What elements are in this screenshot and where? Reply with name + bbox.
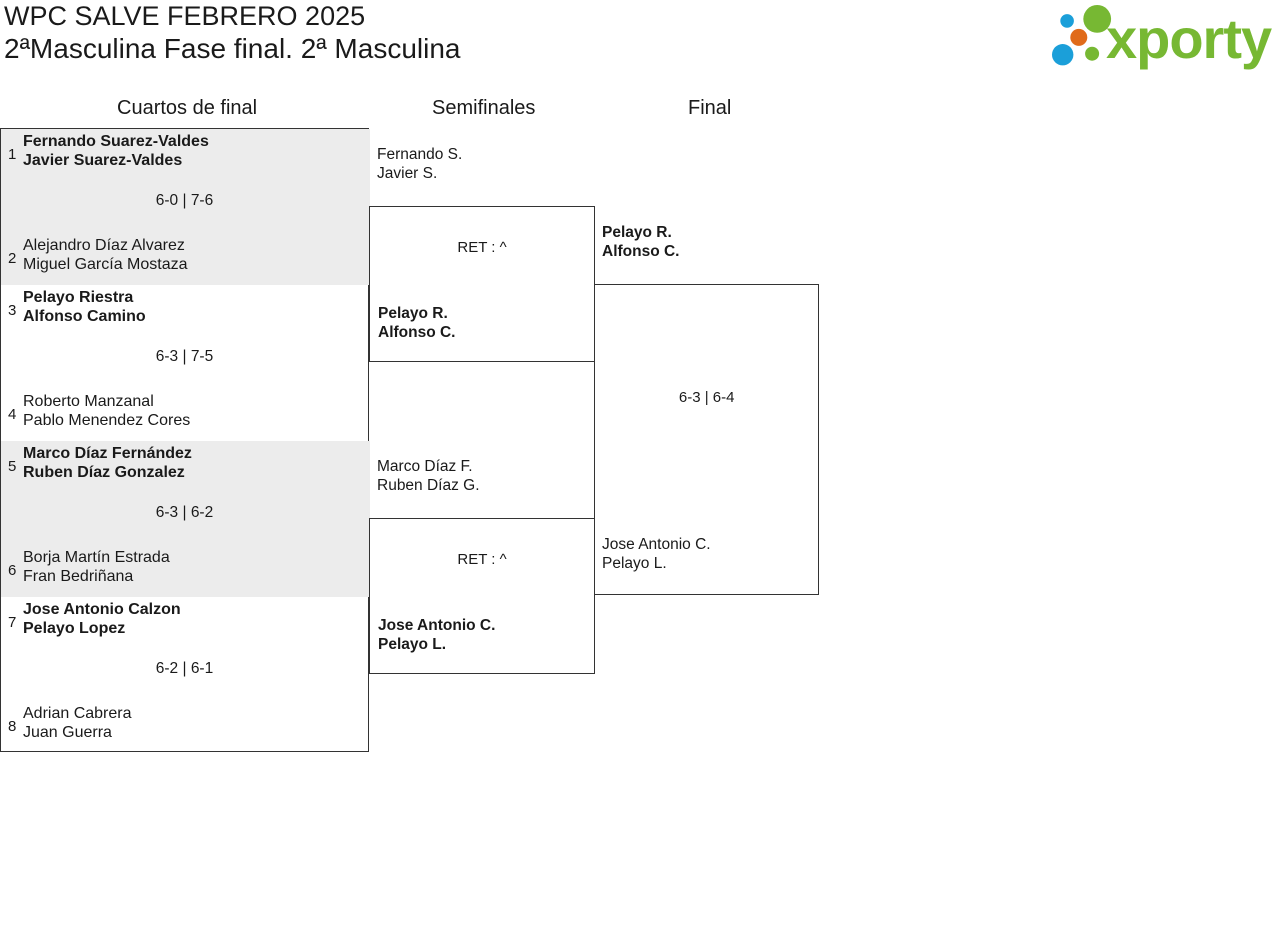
svg-text:xporty: xporty [1106, 7, 1272, 70]
